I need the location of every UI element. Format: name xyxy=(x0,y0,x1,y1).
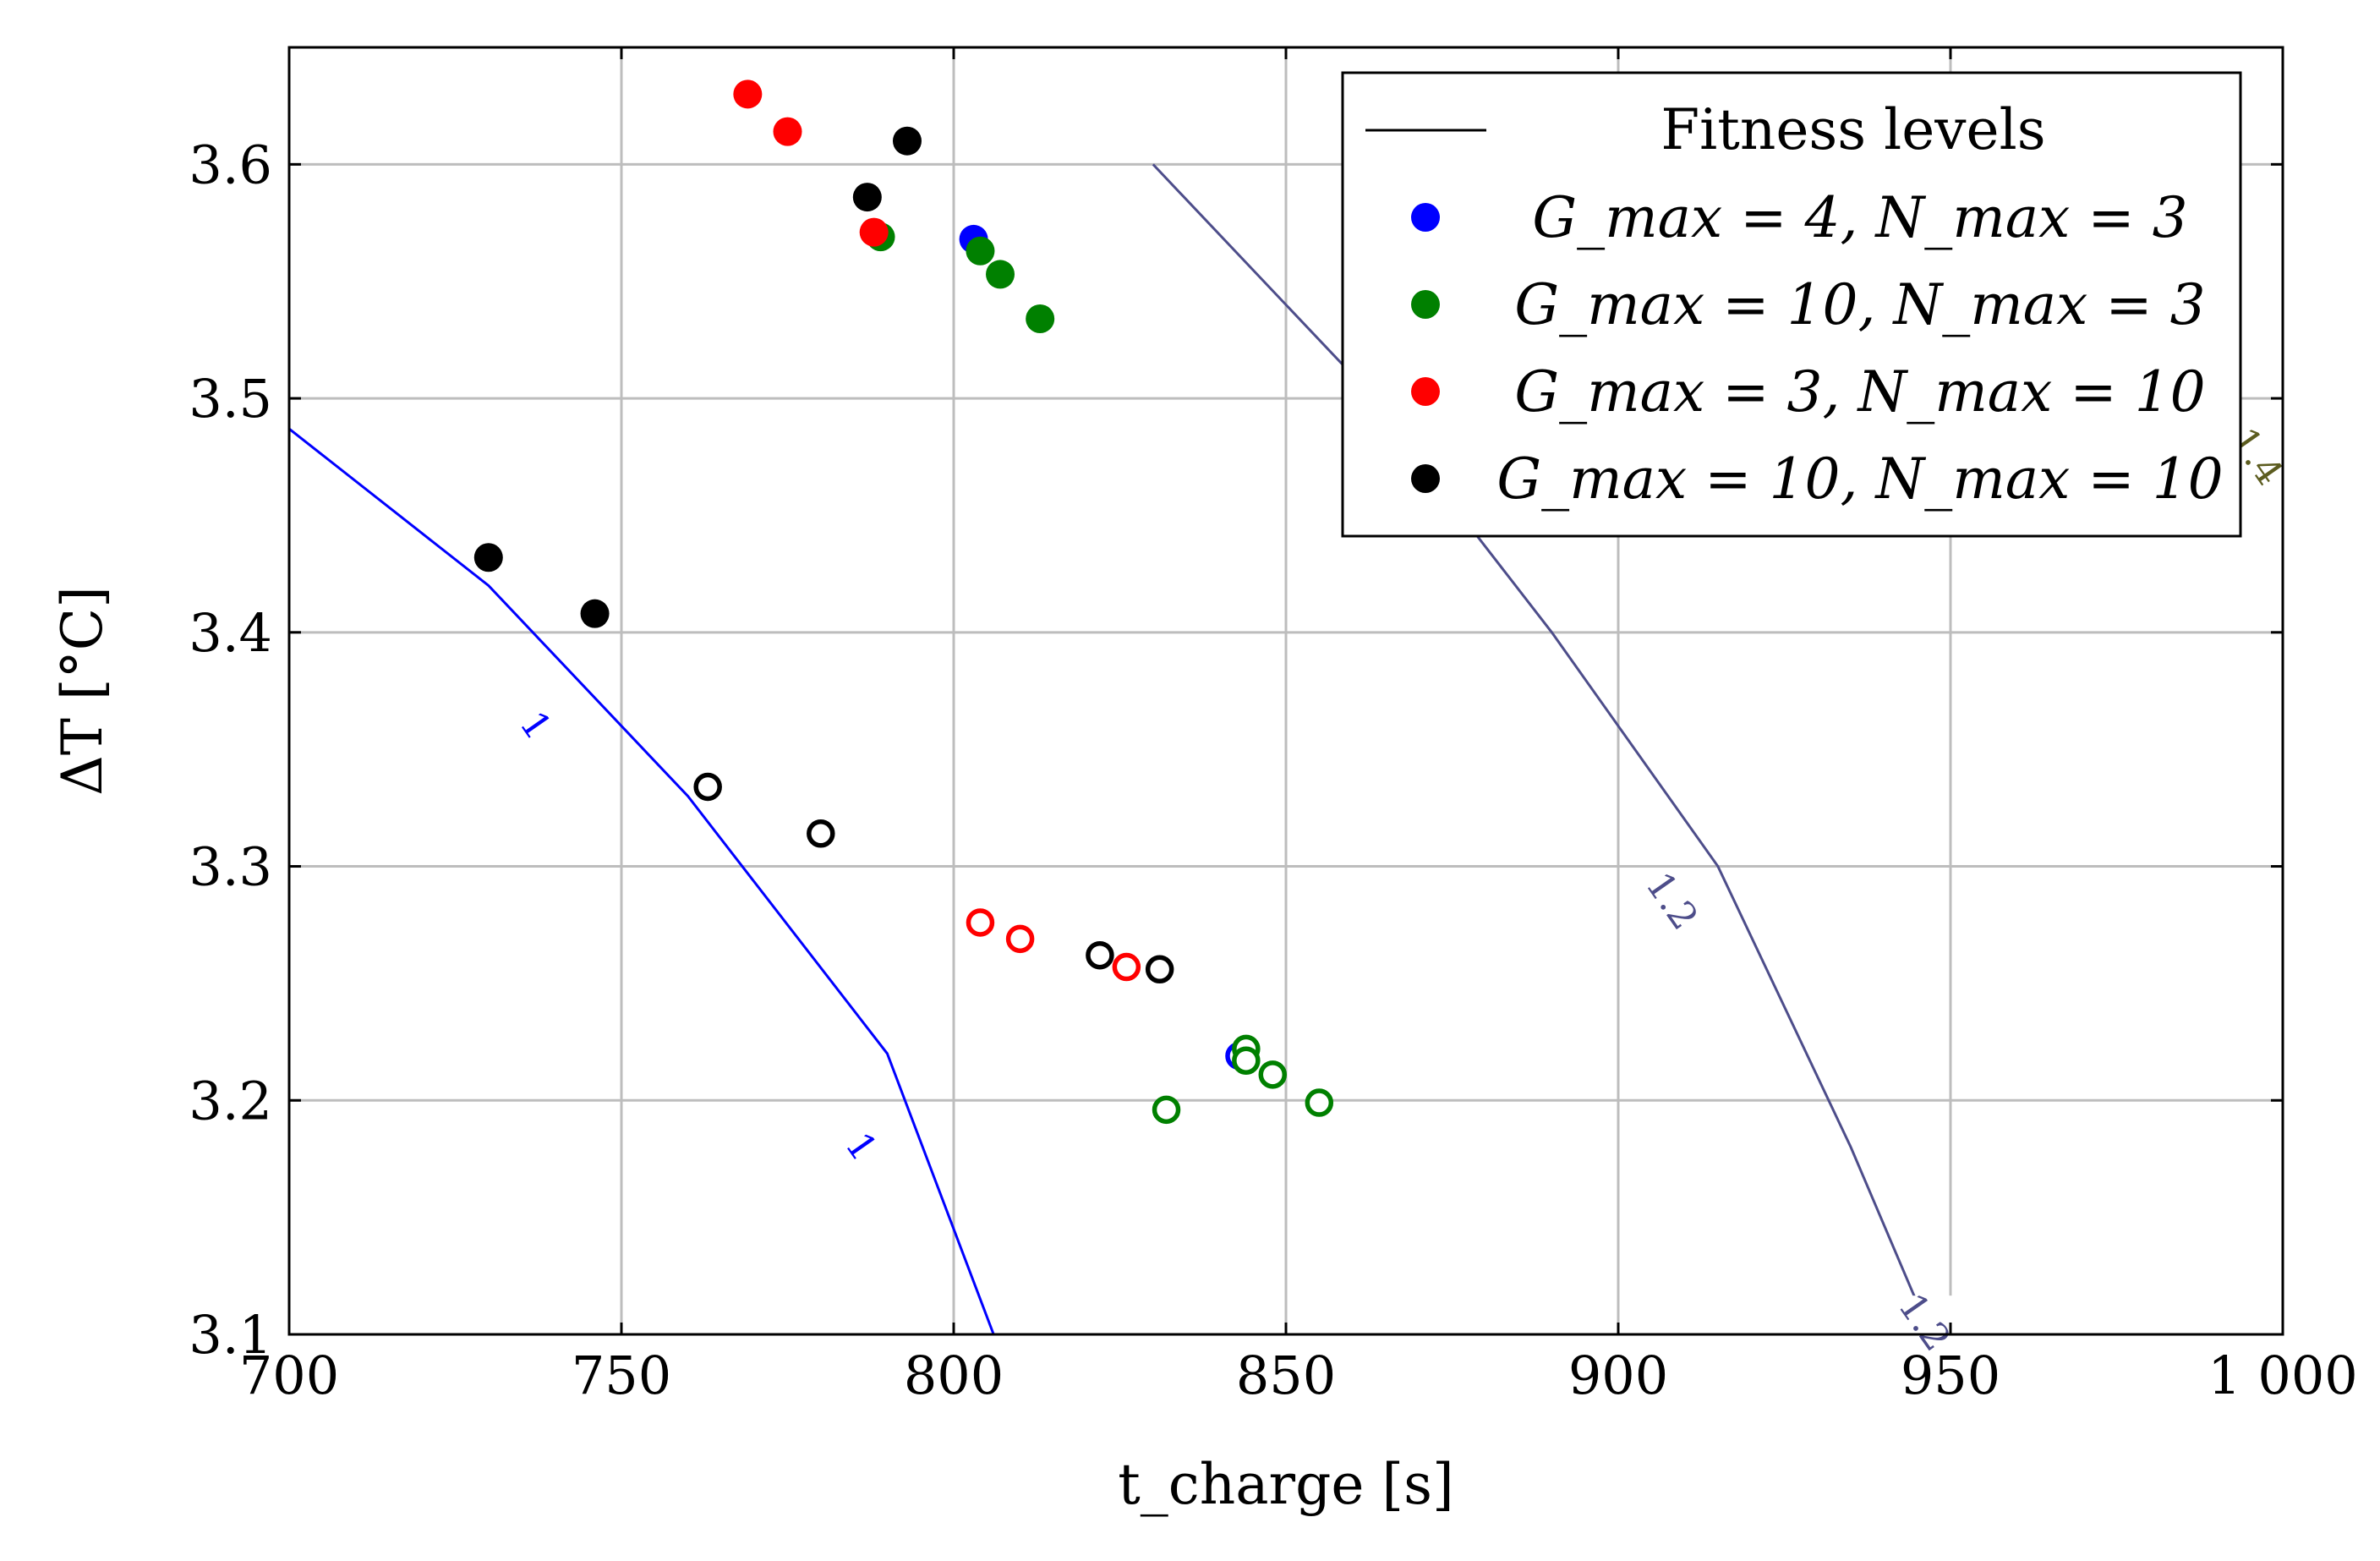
point-filled-s3-2 xyxy=(852,183,882,212)
x-axis-title: t_charge [s] xyxy=(1118,1452,1454,1517)
x-tick-label-1: 750 xyxy=(572,1345,671,1406)
legend-box xyxy=(1341,71,2242,538)
legend-label-1: G_max = 10, N_max = 3 xyxy=(1514,272,2205,337)
legend-marker-2 xyxy=(1411,377,1440,406)
legend-label-3: G_max = 10, N_max = 10 xyxy=(1496,446,2223,512)
legend-label-2: G_max = 3, N_max = 10 xyxy=(1514,359,2205,424)
point-filled-s3-0 xyxy=(473,543,503,572)
point-hollow-s3-2 xyxy=(1086,940,1114,970)
fitness-contours xyxy=(289,163,1932,1334)
y-tick-label-3: 3.4 xyxy=(189,602,272,664)
point-hollow-s2-2 xyxy=(1112,952,1141,982)
contour-line-0 xyxy=(289,427,995,1334)
x-tick-label-5: 950 xyxy=(1901,1345,2000,1406)
y-tick-label-0: 3.1 xyxy=(189,1304,272,1366)
point-hollow-s1-2 xyxy=(1232,1046,1261,1075)
point-hollow-s3-1 xyxy=(807,819,835,848)
point-filled-s2-1 xyxy=(773,117,802,146)
legend-marker-3 xyxy=(1411,464,1440,493)
x-axis-ticks: 700 750 800 850 900 950 1 000 xyxy=(239,47,2358,1406)
data-points xyxy=(473,79,1334,1125)
point-hollow-s1-4 xyxy=(1305,1088,1334,1117)
x-tick-label-2: 800 xyxy=(904,1345,1004,1406)
point-filled-s2-2 xyxy=(859,217,889,247)
y-tick-label-2: 3.3 xyxy=(189,836,272,898)
y-axis-title: ΔT [°C] xyxy=(50,586,115,796)
point-hollow-s1-3 xyxy=(1258,1060,1288,1089)
y-axis-ticks: 3.1 3.2 3.3 3.4 3.5 3.6 xyxy=(189,134,2283,1366)
point-hollow-s3-0 xyxy=(693,772,722,802)
point-filled-s3-3 xyxy=(892,126,922,156)
y-tick-label-4: 3.5 xyxy=(189,368,272,430)
x-tick-label-0: 700 xyxy=(239,1345,339,1406)
point-hollow-s1-0 xyxy=(1152,1095,1181,1125)
point-hollow-s2-0 xyxy=(966,908,995,937)
point-filled-s3-1 xyxy=(580,599,610,628)
point-hollow-s3-3 xyxy=(1145,955,1174,984)
legend-marker-1 xyxy=(1411,290,1440,319)
legend-line-label: Fitness levels xyxy=(1661,97,2045,162)
y-tick-label-1: 3.2 xyxy=(189,1070,272,1131)
point-filled-s2-0 xyxy=(733,79,763,109)
point-filled-s1-3 xyxy=(1026,304,1055,334)
point-filled-s1-1 xyxy=(966,236,995,266)
contour-label-bg-1-0 xyxy=(1642,874,1700,923)
point-filled-s1-2 xyxy=(986,260,1015,289)
contour-label-bg-0-0 xyxy=(506,698,564,747)
x-tick-label-3: 850 xyxy=(1236,1345,1336,1406)
contour-line-1 xyxy=(1152,163,1932,1334)
legend: Fitness levels G_max = 4, N_max = 3 G_max… xyxy=(1341,71,2242,538)
contour-label-bg-0-1 xyxy=(831,1120,889,1168)
legend-label-0: G_max = 4, N_max = 3 xyxy=(1532,185,2187,250)
x-tick-label-6: 1 000 xyxy=(2208,1345,2358,1406)
x-tick-label-4: 900 xyxy=(1568,1345,1668,1406)
legend-marker-0 xyxy=(1411,203,1440,232)
point-hollow-s2-1 xyxy=(1005,924,1035,954)
y-tick-label-5: 3.6 xyxy=(189,134,272,195)
